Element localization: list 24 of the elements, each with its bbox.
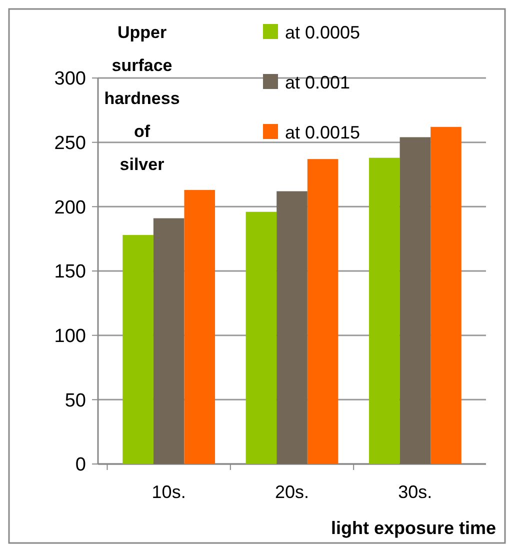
x-tick-label: 10s. xyxy=(152,482,186,502)
legend-label: at 0.0005 xyxy=(285,22,360,42)
y-tick-label: 200 xyxy=(54,197,86,218)
x-tick-label: 30s. xyxy=(398,482,432,502)
y-tick-label: 250 xyxy=(54,132,86,154)
legend-label: at 0.001 xyxy=(285,72,350,92)
bar xyxy=(184,190,216,464)
bar xyxy=(122,234,154,464)
x-axis-title: light exposure time xyxy=(330,518,496,538)
x-tick-label: 20s. xyxy=(274,482,310,502)
bar xyxy=(307,159,338,464)
bar xyxy=(430,126,462,464)
bar xyxy=(153,218,184,464)
y-axis-title: Upper surface hardness of silver xyxy=(104,23,180,174)
bar xyxy=(400,137,431,464)
bar xyxy=(246,212,277,464)
bar xyxy=(276,191,308,464)
y-tick-label: 0 xyxy=(75,454,86,476)
bar xyxy=(368,158,400,464)
y-tick-label: 100 xyxy=(54,326,86,347)
y-tick-label: 50 xyxy=(64,390,86,412)
y-tick-label: 300 xyxy=(54,68,86,90)
y-tick-label: 150 xyxy=(54,262,86,283)
legend-label: at 0.0015 xyxy=(285,122,360,142)
